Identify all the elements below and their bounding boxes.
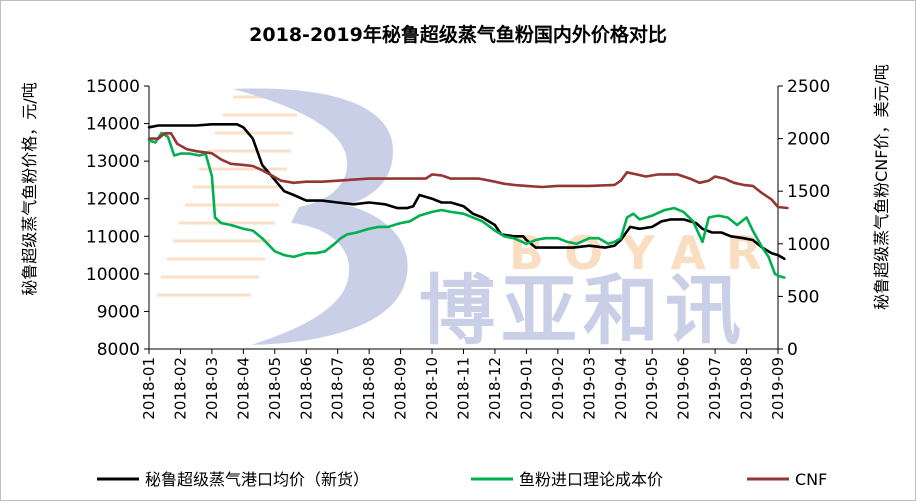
x-tick-label: 2019-03 bbox=[580, 357, 598, 420]
chart-title: 2018-2019年秘鲁超级蒸气鱼粉国内外价格对比 bbox=[249, 23, 667, 46]
watermark-b-shape bbox=[233, 88, 408, 345]
legend-label-series-3: CNF bbox=[795, 470, 827, 489]
x-tick-label: 2018-09 bbox=[392, 357, 410, 420]
series-line-3 bbox=[147, 132, 789, 210]
legend-label-series-1: 秘鲁超级蒸气港口均价（新货） bbox=[145, 470, 369, 489]
x-tick-label: 2018-05 bbox=[266, 357, 284, 420]
x-tick-label: 2018-02 bbox=[171, 357, 189, 420]
x-tick-label: 2019-09 bbox=[769, 357, 787, 420]
x-tick-label: 2019-01 bbox=[517, 357, 535, 420]
x-tick-label: 2018-03 bbox=[203, 357, 221, 420]
watermark-logo: BOYAR 博亚和讯 bbox=[157, 88, 781, 355]
x-tick-label: 2019-04 bbox=[612, 357, 630, 420]
y-axis-left-label: 秘鲁超级蒸气鱼粉价格，元/吨 bbox=[20, 82, 39, 295]
watermark-text-en: BOYAR bbox=[509, 226, 781, 280]
series-line-2 bbox=[147, 131, 786, 279]
series-layer bbox=[147, 123, 789, 279]
y-left-tick-label: 10000 bbox=[86, 265, 140, 285]
y-right-tick-label: 2000 bbox=[787, 130, 830, 150]
x-tick-label: 2019-07 bbox=[706, 357, 724, 420]
ticks-layer: 8000 9000 10000 11000 12000 13000 14000 15000 0 5… bbox=[86, 77, 830, 420]
y-left-tick-label: 9000 bbox=[97, 302, 140, 322]
x-tick-label: 2018-04 bbox=[234, 357, 252, 420]
x-tick-label: 2019-08 bbox=[738, 357, 756, 420]
x-tick-label: 2018-06 bbox=[297, 357, 315, 420]
y-right-tick-label: 0 bbox=[787, 340, 798, 360]
x-tick-label: 2018-01 bbox=[140, 357, 158, 420]
y-left-tick-label: 13000 bbox=[86, 152, 140, 172]
x-tick-label: 2018-12 bbox=[486, 357, 504, 420]
y-right-tick-label: 500 bbox=[787, 287, 819, 307]
x-tick-label: 2019-05 bbox=[643, 357, 661, 420]
series-line-1 bbox=[147, 123, 786, 261]
y-left-tick-label: 11000 bbox=[86, 227, 140, 247]
y-right-tick-label: 2500 bbox=[787, 77, 830, 97]
x-tick-label: 2018-10 bbox=[423, 357, 441, 420]
x-tick-label: 2019-02 bbox=[549, 357, 567, 420]
x-tick-label: 2019-06 bbox=[675, 357, 693, 420]
x-tick-label: 2018-11 bbox=[455, 357, 473, 420]
y-right-tick-label: 1000 bbox=[787, 235, 830, 255]
y-left-tick-label: 12000 bbox=[86, 190, 140, 210]
legend-label-series-2: 鱼粉进口理论成本价 bbox=[519, 470, 663, 489]
y-right-tick-label: 1500 bbox=[787, 182, 830, 202]
y-left-tick-label: 14000 bbox=[86, 115, 140, 135]
x-tick-label: 2018-08 bbox=[360, 357, 378, 420]
watermark-stripes bbox=[157, 95, 301, 297]
legend: 秘鲁超级蒸气港口均价（新货） 鱼粉进口理论成本价 CNF bbox=[97, 470, 827, 489]
y-left-tick-label: 15000 bbox=[86, 77, 140, 97]
x-tick-label: 2018-07 bbox=[329, 357, 347, 420]
y-axis-right-label: 秘鲁超级蒸气鱼粉CNF价，美元/吨 bbox=[872, 64, 891, 310]
watermark-text-cn: 博亚和讯 bbox=[419, 266, 747, 355]
y-left-tick-label: 8000 bbox=[97, 340, 140, 360]
